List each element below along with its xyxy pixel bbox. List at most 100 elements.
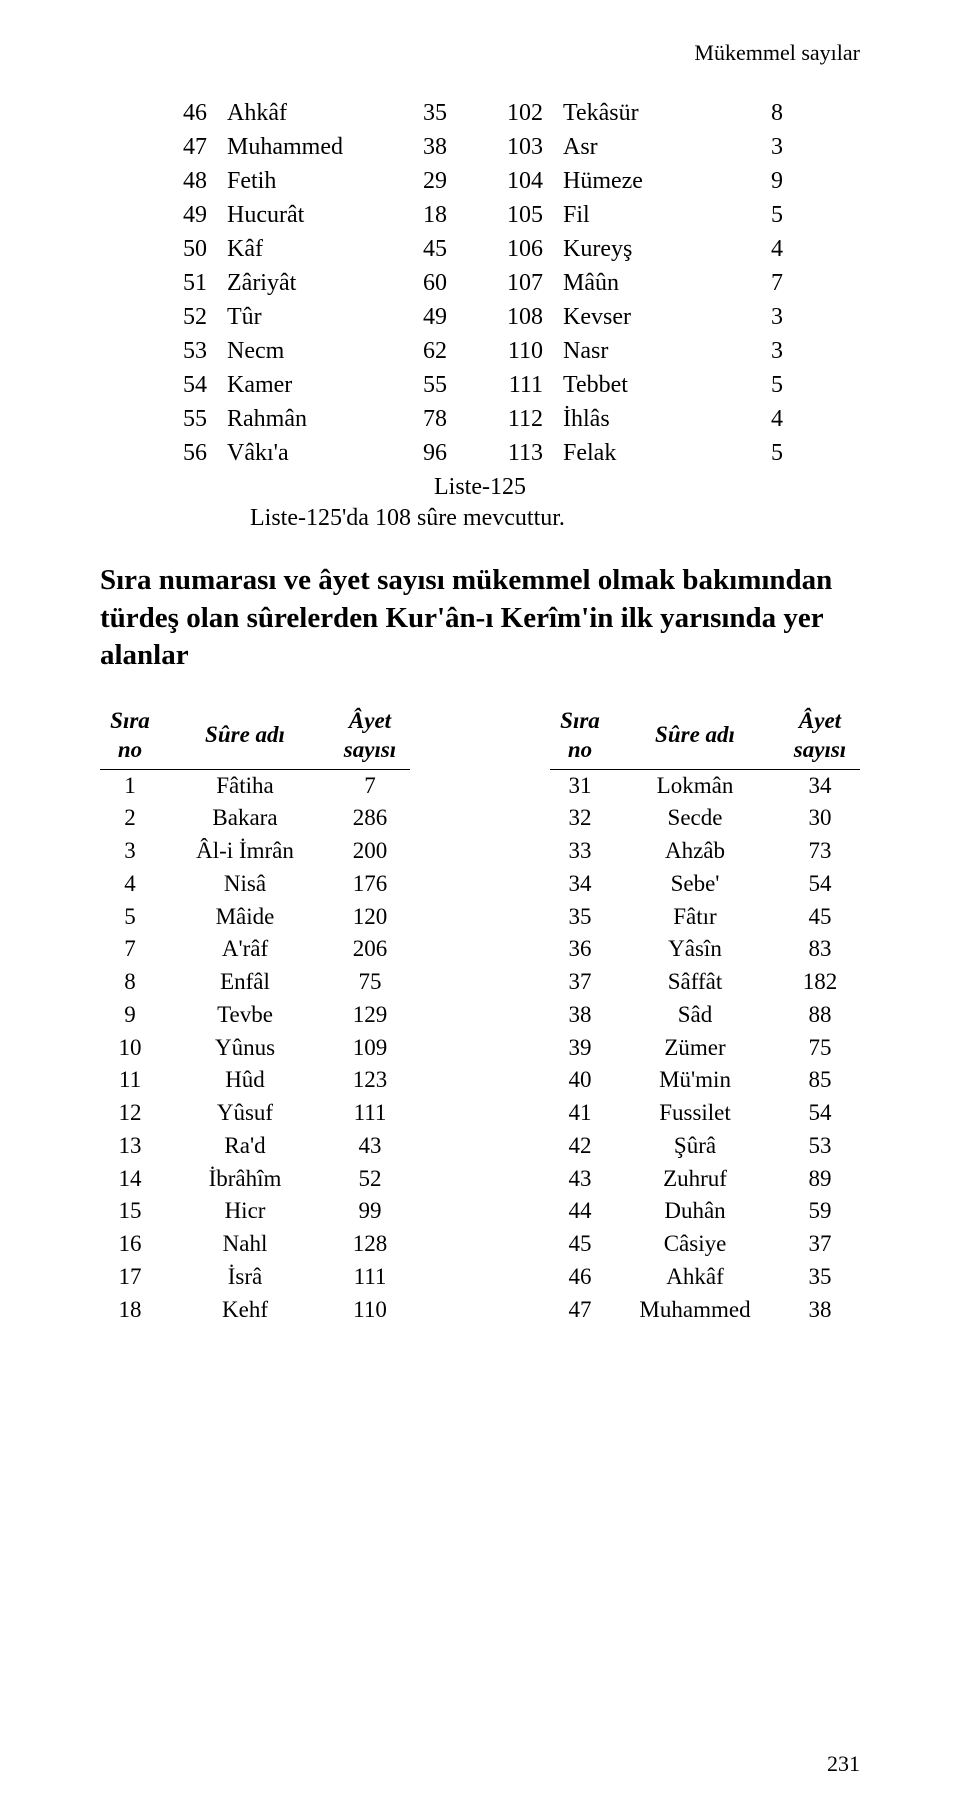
table-row: 8Enfâl75 [100, 966, 410, 999]
table-row: 46Ahkâf35 [550, 1261, 860, 1294]
row-number: 1 [100, 769, 160, 802]
row-surah-name: Muhammed [217, 130, 397, 164]
row-number: 52 [167, 300, 217, 334]
row-surah-name: Zâriyât [217, 266, 397, 300]
row-ayet-count: 35 [780, 1261, 860, 1294]
row-number: 55 [167, 402, 217, 436]
row-surah-name: Fussilet [610, 1097, 780, 1130]
table-row: 46Ahkâf35 [167, 96, 457, 130]
header-sure: Sûre adı [610, 705, 780, 769]
row-number: 110 [497, 334, 553, 368]
table-row: 52Tûr49 [167, 300, 457, 334]
table-row: 17İsrâ111 [100, 1261, 410, 1294]
row-ayet-count: 120 [330, 901, 410, 934]
table-row: 51Zâriyât60 [167, 266, 457, 300]
row-surah-name: Nasr [553, 334, 733, 368]
row-ayet-count: 62 [397, 334, 457, 368]
row-number: 3 [100, 835, 160, 868]
row-number: 38 [550, 999, 610, 1032]
table-row: 41Fussilet54 [550, 1097, 860, 1130]
table-row: 50Kâf45 [167, 232, 457, 266]
row-number: 39 [550, 1032, 610, 1065]
table-row: 35Fâtır45 [550, 901, 860, 934]
row-surah-name: Sâffât [610, 966, 780, 999]
row-number: 10 [100, 1032, 160, 1065]
table-row: 102Tekâsür8 [497, 96, 793, 130]
row-ayet-count: 99 [330, 1195, 410, 1228]
table-row: 53Necm62 [167, 334, 457, 368]
row-surah-name: Muhammed [610, 1294, 780, 1327]
row-number: 9 [100, 999, 160, 1032]
row-number: 12 [100, 1097, 160, 1130]
row-number: 111 [497, 368, 553, 402]
header-ayet: Âyet sayısı [330, 705, 410, 769]
row-number: 8 [100, 966, 160, 999]
header-ayet: Âyet sayısı [780, 705, 860, 769]
row-ayet-count: 3 [733, 300, 793, 334]
table-row: 110Nasr3 [497, 334, 793, 368]
table-row: 44Duhân59 [550, 1195, 860, 1228]
row-ayet-count: 49 [397, 300, 457, 334]
row-ayet-count: 60 [397, 266, 457, 300]
row-surah-name: Mü'min [610, 1064, 780, 1097]
table-row: 103Asr3 [497, 130, 793, 164]
row-surah-name: Ahzâb [610, 835, 780, 868]
row-ayet-count: 109 [330, 1032, 410, 1065]
page-number: 231 [827, 1751, 860, 1777]
row-number: 47 [550, 1294, 610, 1327]
row-ayet-count: 4 [733, 402, 793, 436]
row-surah-name: Fâtır [610, 901, 780, 934]
table-row: 10Yûnus109 [100, 1032, 410, 1065]
table-row: 18Kehf110 [100, 1294, 410, 1327]
row-surah-name: Duhân [610, 1195, 780, 1228]
row-surah-name: Sâd [610, 999, 780, 1032]
row-number: 31 [550, 769, 610, 802]
table-row: 42Şûrâ53 [550, 1130, 860, 1163]
table-row: 34Sebe'54 [550, 868, 860, 901]
row-ayet-count: 128 [330, 1228, 410, 1261]
table-row: 33Ahzâb73 [550, 835, 860, 868]
row-number: 48 [167, 164, 217, 198]
row-ayet-count: 75 [780, 1032, 860, 1065]
table-row: 4Nisâ176 [100, 868, 410, 901]
row-number: 43 [550, 1163, 610, 1196]
row-surah-name: İsrâ [160, 1261, 330, 1294]
row-surah-name: Ahkâf [610, 1261, 780, 1294]
row-number: 49 [167, 198, 217, 232]
row-ayet-count: 59 [780, 1195, 860, 1228]
row-number: 47 [167, 130, 217, 164]
row-surah-name: Yûsuf [160, 1097, 330, 1130]
table-row: 56Vâkı'a96 [167, 436, 457, 470]
row-number: 7 [100, 933, 160, 966]
row-ayet-count: 9 [733, 164, 793, 198]
row-number: 41 [550, 1097, 610, 1130]
row-ayet-count: 52 [330, 1163, 410, 1196]
row-surah-name: Secde [610, 802, 780, 835]
lower-tables-wrap: Sıra no Sûre adı Âyet sayısı 1Fâtiha72Ba… [100, 705, 860, 1326]
table-row: 48Fetih29 [167, 164, 457, 198]
header-sira: Sıra no [550, 705, 610, 769]
lower-table-right: Sıra no Sûre adı Âyet sayısı 31Lokmân343… [550, 705, 860, 1326]
page: Mükemmel sayılar 46Ahkâf3547Muhammed3848… [0, 0, 960, 1807]
header-sira-l2: no [118, 737, 142, 762]
row-ayet-count: 29 [397, 164, 457, 198]
row-surah-name: Nisâ [160, 868, 330, 901]
table-row: 43Zuhruf89 [550, 1163, 860, 1196]
row-surah-name: Kureyş [553, 232, 733, 266]
table-row: 54Kamer55 [167, 368, 457, 402]
row-surah-name: Vâkı'a [217, 436, 397, 470]
row-surah-name: Kehf [160, 1294, 330, 1327]
row-number: 56 [167, 436, 217, 470]
row-ayet-count: 45 [397, 232, 457, 266]
row-surah-name: Yûnus [160, 1032, 330, 1065]
row-ayet-count: 35 [397, 96, 457, 130]
row-surah-name: Asr [553, 130, 733, 164]
row-ayet-count: 43 [330, 1130, 410, 1163]
row-number: 46 [550, 1261, 610, 1294]
liste-note: Liste-125'da 108 sûre mevcuttur. [250, 505, 860, 532]
row-surah-name: Zuhruf [610, 1163, 780, 1196]
header-sira-l1: Sıra [110, 708, 150, 733]
row-ayet-count: 78 [397, 402, 457, 436]
row-ayet-count: 38 [397, 130, 457, 164]
row-surah-name: Hûd [160, 1064, 330, 1097]
